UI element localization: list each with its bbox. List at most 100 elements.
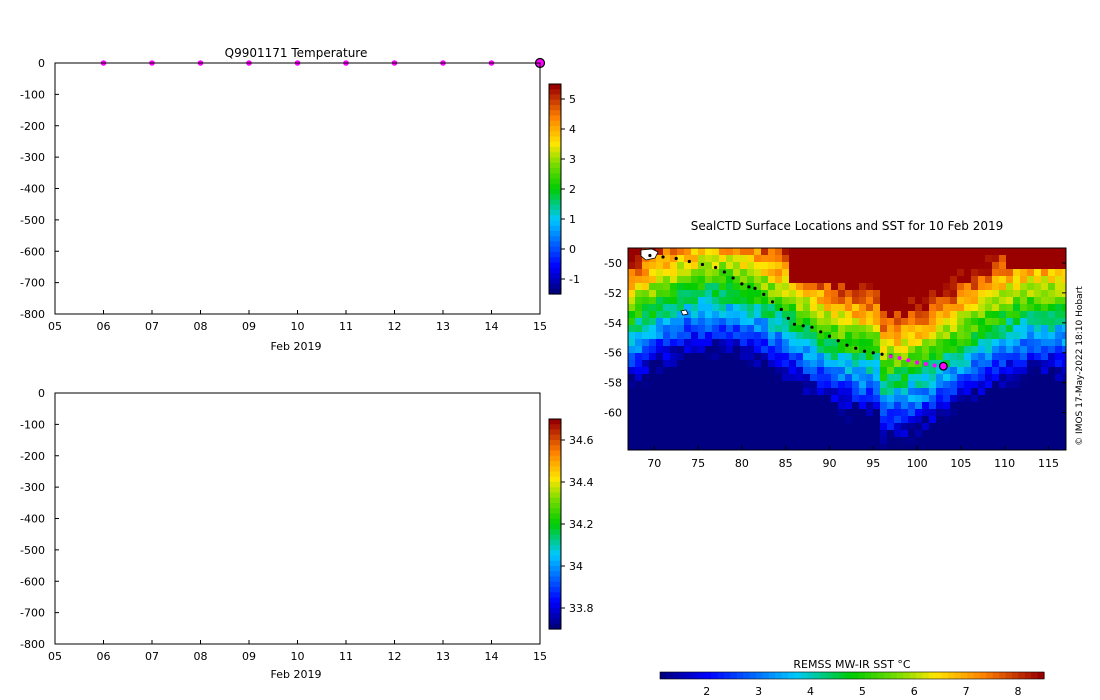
sst-cell [1034, 346, 1042, 354]
sst-cell [1006, 318, 1014, 326]
sst-cell [887, 283, 895, 291]
x-tick-label: 07 [145, 650, 159, 663]
salinity-colorbar-segment [549, 471, 561, 478]
salinity-colorbar-segment [549, 587, 561, 593]
sst-cell [824, 402, 832, 410]
sst-cell [1027, 304, 1035, 312]
sst-cell [1062, 430, 1067, 438]
sst-cell [943, 255, 951, 263]
sst-cell [705, 416, 713, 424]
sst-cell [782, 304, 790, 312]
sst-cell [663, 325, 671, 333]
sst-cell [663, 444, 671, 451]
temperature-colorbar-segment [549, 252, 561, 258]
sst-cell [1041, 262, 1049, 270]
sst-cell [726, 248, 734, 256]
map-y-tick-label: -54 [604, 317, 622, 330]
sst-cell [698, 381, 706, 389]
sst-cell [971, 304, 979, 312]
sst-cell [866, 360, 874, 368]
salinity-y-ticks: 0-100-200-300-400-500-600-700-800 [20, 387, 59, 651]
sst-cell [803, 430, 811, 438]
sst-cell [803, 269, 811, 277]
sst-cell [992, 367, 1000, 375]
map-title: SealCTD Surface Locations and SST for 10… [691, 219, 1004, 233]
sst-cell [1048, 360, 1056, 368]
temperature-colorbar-segment [549, 194, 561, 201]
sst-cell [740, 423, 748, 431]
sst-cell [684, 283, 692, 291]
sst-cell [810, 346, 818, 354]
salinity-colorbar-segment [549, 618, 561, 625]
sst-cell [866, 402, 874, 410]
sst-cell [971, 367, 979, 375]
sst-cell [859, 423, 867, 431]
sst-cell [852, 430, 860, 438]
sst-cell [635, 269, 643, 277]
sst-cell [992, 402, 1000, 410]
salinity-colorbar-segment [549, 518, 561, 525]
sst-cell [747, 374, 755, 382]
sst-cell [740, 276, 748, 284]
sst-cell [782, 332, 790, 340]
salinity-colorbar-segment [549, 613, 561, 620]
temperature-colorbar-tick-label: 3 [569, 153, 576, 166]
sst-cell [656, 395, 664, 403]
sst-cell [747, 262, 755, 270]
sst-cell [950, 444, 958, 451]
sst-cell [901, 332, 909, 340]
sst-cell [873, 276, 881, 284]
sst-cell [929, 269, 937, 277]
sst-cell [922, 318, 930, 326]
sst-cell [1062, 423, 1067, 431]
sst-cell [670, 311, 678, 319]
sst-cell [866, 311, 874, 319]
track-point [740, 282, 744, 286]
sst-cell [971, 430, 979, 438]
sst-cell [950, 423, 958, 431]
salinity-colorbar-segment [549, 555, 561, 562]
sst-cell [992, 430, 1000, 438]
sst-cell [1055, 262, 1063, 270]
temperature-colorbar-segment [549, 84, 561, 90]
sst-cell [901, 248, 909, 256]
sst-cell [733, 276, 741, 284]
sst-cell [1013, 367, 1021, 375]
sst-cell [831, 374, 839, 382]
sst-cell [992, 332, 1000, 340]
sst-cell [894, 311, 902, 319]
sst-cell [824, 325, 832, 333]
temperature-colorbar-segment [549, 157, 561, 164]
sst-cell [684, 346, 692, 354]
sst-cell [684, 255, 692, 263]
track-point [661, 255, 665, 259]
sst-cell [789, 367, 797, 375]
sst-cell [1027, 416, 1035, 424]
sst-cell [964, 388, 972, 396]
sst-cell [1055, 430, 1063, 438]
sst-cell [943, 283, 951, 291]
sst-cell [810, 423, 818, 431]
sst-cell [1034, 332, 1042, 340]
sst-cell [992, 248, 1000, 256]
sst-cell [803, 444, 811, 451]
sst-cell [1062, 283, 1067, 291]
sst-cell [642, 374, 650, 382]
sst-cell [915, 297, 923, 305]
sst-cell [1006, 353, 1014, 361]
sst-cell [656, 430, 664, 438]
sst-cell [936, 318, 944, 326]
sst-cell [677, 283, 685, 291]
temperature-colorbar-segment [549, 220, 561, 227]
sst-cell [964, 269, 972, 277]
sst-cell [1013, 262, 1021, 270]
sst-cell [873, 367, 881, 375]
sst-cell [1062, 290, 1067, 298]
sst-cell [726, 255, 734, 263]
temperature-colorbar-segment [549, 115, 561, 122]
sst-cell [1020, 269, 1028, 277]
sst-cell [649, 416, 657, 424]
sst-cell [985, 346, 993, 354]
sst-cell [656, 318, 664, 326]
sst-cell [1006, 374, 1014, 382]
